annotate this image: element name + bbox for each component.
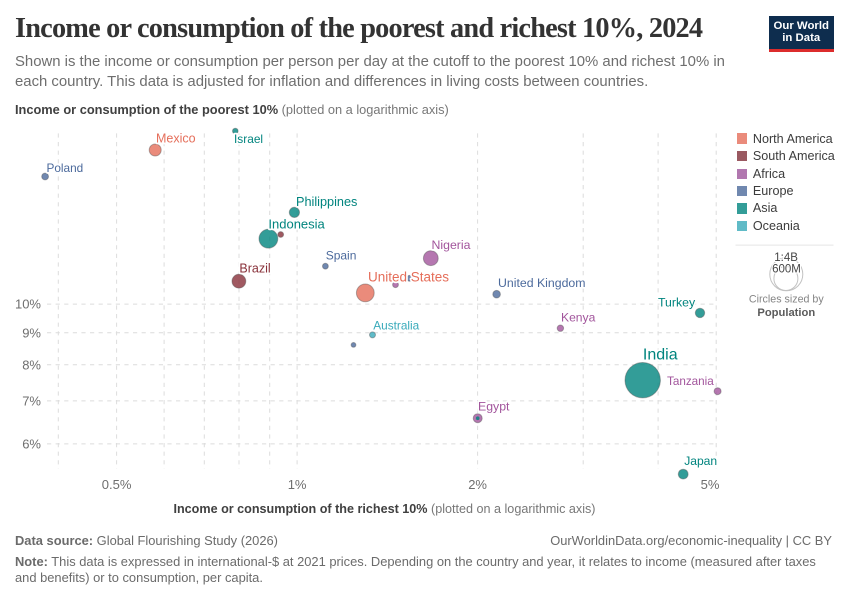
svg-text:Spain: Spain [326,249,357,263]
svg-text:Philippines: Philippines [296,195,357,209]
svg-text:7%: 7% [22,394,41,409]
svg-text:Israel: Israel [234,132,263,146]
svg-text:2%: 2% [468,477,487,492]
svg-text:India: India [643,347,678,364]
svg-text:Kenya: Kenya [561,310,596,324]
svg-text:0.5%: 0.5% [102,477,132,492]
svg-text:Turkey: Turkey [658,295,696,309]
svg-text:United States: United States [368,270,449,285]
svg-text:Brazil: Brazil [239,262,270,276]
svg-text:Mexico: Mexico [156,132,196,146]
svg-text:6%: 6% [22,437,41,452]
svg-text:Tanzania: Tanzania [667,375,714,388]
svg-text:10%: 10% [15,297,41,312]
svg-text:1:4B: 1:4B [774,252,798,264]
svg-text:Japan: Japan [684,454,717,468]
svg-text:Egypt: Egypt [478,400,510,414]
svg-text:Population: Population [757,307,815,319]
svg-text:8%: 8% [22,357,41,372]
svg-text:Poland: Poland [47,161,84,175]
svg-text:5%: 5% [701,477,720,492]
svg-text:600M: 600M [772,263,801,275]
svg-text:Circles sized by: Circles sized by [749,293,824,305]
svg-text:Indonesia: Indonesia [268,216,325,231]
svg-text:1%: 1% [288,477,307,492]
svg-text:Australia: Australia [373,319,419,333]
svg-text:9%: 9% [22,325,41,340]
svg-text:United Kingdom: United Kingdom [498,276,586,290]
svg-text:Nigeria: Nigeria [432,238,471,252]
